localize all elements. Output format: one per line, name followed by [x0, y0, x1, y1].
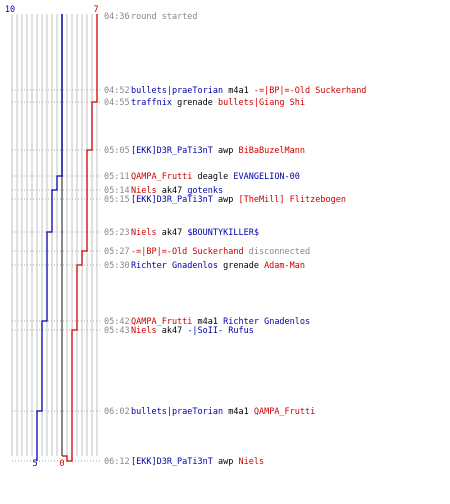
- event-text-part: bullets|Giang Shi: [218, 98, 305, 108]
- event-time: 04:36: [104, 12, 130, 22]
- event-text-part: -=|BP|=-Old Suckerhand: [254, 86, 367, 96]
- event-time: 06:02: [104, 407, 130, 417]
- event-text-part: awp: [213, 146, 239, 156]
- event-time: 05:30: [104, 261, 130, 271]
- event-text-part: disconnected: [244, 247, 311, 257]
- event-text: -=|BP|=-Old Suckerhand disconnected: [131, 247, 310, 257]
- event-text-part: BiBaBuzelMann: [238, 146, 305, 156]
- event-text-part: traffnix: [131, 98, 172, 108]
- event-text-part: m4a1: [223, 407, 254, 417]
- event-time: 04:52: [104, 86, 130, 96]
- event-text-part: bullets|praeTorian: [131, 86, 223, 96]
- event-time: 05:43: [104, 326, 130, 336]
- event-text-part: Niels: [238, 457, 264, 467]
- event-text: Richter Gnadenlos grenade Adam-Man: [131, 261, 305, 271]
- event-text-part: ak47: [157, 228, 188, 238]
- event-time: 06:12: [104, 457, 130, 467]
- event-text-part: m4a1: [223, 86, 254, 96]
- event-time: 04:55: [104, 98, 130, 108]
- red-end-label: 0: [59, 459, 64, 469]
- event-text-part: ak47: [157, 186, 188, 196]
- event-text: [EKK]D3R_PaTi3nT awp [TheMill] Flitzebog…: [131, 195, 346, 205]
- event-text-part: EVANGELION-00: [233, 172, 300, 182]
- event-text-part: awp: [213, 457, 239, 467]
- event-text: bullets|praeTorian m4a1 QAMPA_Frutti: [131, 407, 315, 417]
- event-text: Niels ak47 $BOUNTYKILLER$: [131, 228, 259, 238]
- event-text-part: gotenks: [187, 186, 223, 196]
- event-text: Niels ak47 gotenks: [131, 186, 223, 196]
- red-start-label: 7: [93, 5, 98, 15]
- event-time: 05:05: [104, 146, 130, 156]
- event-time: 05:14: [104, 186, 130, 196]
- event-text-part: [EKK]D3R_PaTi3nT: [131, 195, 213, 205]
- event-text-part: $BOUNTYKILLER$: [187, 228, 259, 238]
- event-text: [EKK]D3R_PaTi3nT awp Niels: [131, 457, 264, 467]
- blue-end-label: 5: [32, 459, 37, 469]
- event-text-part: bullets|praeTorian: [131, 407, 223, 417]
- event-text-part: awp: [213, 195, 239, 205]
- event-text-part: round started: [131, 12, 198, 22]
- event-text-part: [TheMill] Flitzebogen: [238, 195, 345, 205]
- blue-start-label: 10: [5, 5, 15, 15]
- event-text-part: QAMPA_Frutti: [131, 317, 192, 327]
- event-text-part: ak47: [157, 326, 188, 336]
- event-text: Niels ak47 -|SoII- Rufus: [131, 326, 254, 336]
- event-text: QAMPA_Frutti deagle EVANGELION-00: [131, 172, 300, 182]
- event-text: traffnix grenade bullets|Giang Shi: [131, 98, 305, 108]
- event-time: 05:42: [104, 317, 130, 327]
- event-text-part: Adam-Man: [264, 261, 305, 271]
- blue-team-count-line: [36, 14, 63, 461]
- event-text-part: [EKK]D3R_PaTi3nT: [131, 146, 213, 156]
- event-text: [EKK]D3R_PaTi3nT awp BiBaBuzelMann: [131, 146, 305, 156]
- event-text: QAMPA_Frutti m4a1 Richter Gnadenlos: [131, 317, 310, 327]
- event-text: round started: [131, 12, 198, 22]
- event-text-part: grenade: [218, 261, 264, 271]
- event-time: 05:23: [104, 228, 130, 238]
- event-text-part: Niels: [131, 228, 157, 238]
- event-text-part: Niels: [131, 326, 157, 336]
- event-text-part: Niels: [131, 186, 157, 196]
- event-text-part: Richter Gnadenlos: [131, 261, 218, 271]
- event-text-part: Richter Gnadenlos: [223, 317, 310, 327]
- red-team-count-line: [62, 14, 98, 462]
- event-text: bullets|praeTorian m4a1 -=|BP|=-Old Suck…: [131, 86, 366, 96]
- event-time: 05:11: [104, 172, 130, 182]
- event-text-part: -|SoII- Rufus: [187, 326, 254, 336]
- event-time: 05:27: [104, 247, 130, 257]
- event-text-part: deagle: [192, 172, 233, 182]
- event-text-part: QAMPA_Frutti: [254, 407, 315, 417]
- event-text-part: m4a1: [192, 317, 223, 327]
- event-text-part: [EKK]D3R_PaTi3nT: [131, 457, 213, 467]
- event-text-part: QAMPA_Frutti: [131, 172, 192, 182]
- event-text-part: -=|BP|=-Old Suckerhand: [131, 247, 244, 257]
- event-text-part: grenade: [172, 98, 218, 108]
- event-time: 05:15: [104, 195, 130, 205]
